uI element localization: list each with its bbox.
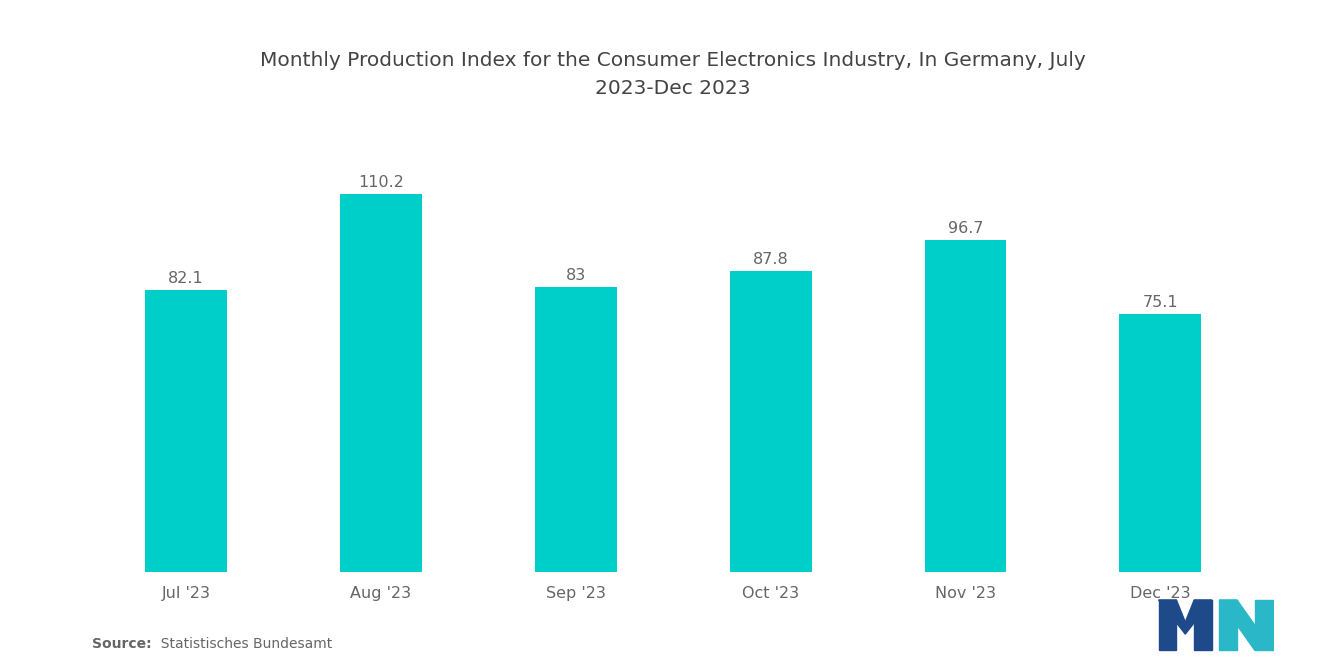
Text: 82.1: 82.1 — [168, 271, 205, 286]
Polygon shape — [1159, 600, 1176, 650]
Polygon shape — [1220, 600, 1237, 650]
Text: 87.8: 87.8 — [752, 252, 788, 267]
Text: 96.7: 96.7 — [948, 221, 983, 236]
Text: Source:: Source: — [92, 637, 152, 652]
Polygon shape — [1220, 600, 1272, 650]
Polygon shape — [1195, 600, 1212, 650]
Bar — [1119, 315, 1201, 572]
Bar — [924, 240, 1006, 572]
Text: 83: 83 — [566, 268, 586, 283]
Bar — [145, 291, 227, 572]
Bar — [341, 194, 422, 572]
Title: Monthly Production Index for the Consumer Electronics Industry, In Germany, July: Monthly Production Index for the Consume… — [260, 51, 1086, 98]
Bar — [535, 287, 616, 572]
Text: 110.2: 110.2 — [358, 175, 404, 190]
Polygon shape — [1159, 600, 1185, 634]
Bar — [730, 271, 812, 572]
Text: Statistisches Bundesamt: Statistisches Bundesamt — [152, 637, 333, 652]
Text: 75.1: 75.1 — [1143, 295, 1177, 311]
Polygon shape — [1255, 600, 1272, 650]
Polygon shape — [1185, 600, 1212, 634]
